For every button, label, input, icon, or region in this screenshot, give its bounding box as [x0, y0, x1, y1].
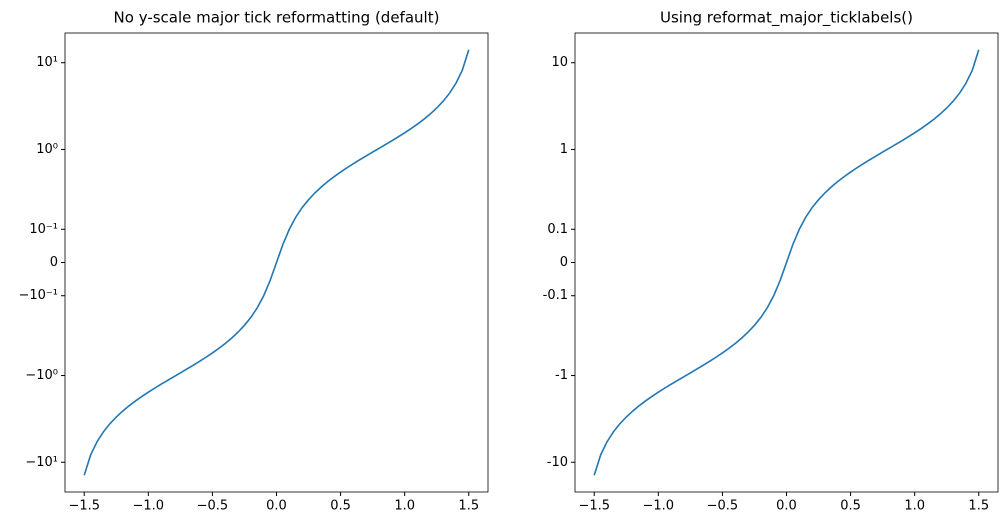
y-tick-label: 10⁻¹	[29, 222, 58, 237]
x-tick-label: 0.5	[840, 499, 861, 514]
y-tick-label: 0.1	[547, 222, 568, 237]
x-tick-label: −0.5	[197, 499, 229, 514]
x-tick-label: 1.0	[394, 499, 415, 514]
y-tick-label: −10⁰	[25, 368, 58, 383]
y-tick-label: 1	[560, 142, 568, 157]
chart-title: No y-scale major tick reformatting (defa…	[114, 9, 440, 27]
x-tick-label: −1.0	[133, 499, 165, 514]
x-tick-label: 0.0	[266, 499, 287, 514]
y-tick-label: 0	[560, 255, 568, 270]
x-tick-label: −1.5	[68, 499, 100, 514]
y-tick-label: 10¹	[36, 55, 58, 70]
x-tick-label: 1.0	[904, 499, 925, 514]
chart-title: Using reformat_major_ticklabels()	[660, 9, 913, 28]
line-series	[83, 49, 470, 476]
y-tick-label: 10⁰	[36, 142, 58, 157]
y-tick-label: 10	[551, 55, 568, 70]
y-tick-label: 0	[50, 255, 58, 270]
x-tick-label: −1.0	[643, 499, 675, 514]
x-tick-label: −0.5	[707, 499, 739, 514]
axes-frame	[64, 32, 489, 493]
x-tick-label: 0.5	[330, 499, 351, 514]
y-tick-label: -10	[547, 455, 568, 470]
x-tick-label: 1.5	[968, 499, 989, 514]
y-tick-label: −10¹	[25, 455, 58, 470]
line-series	[593, 49, 980, 476]
y-tick-label: -0.1	[543, 288, 568, 303]
x-tick-label: 1.5	[458, 499, 479, 514]
axes-frame	[574, 32, 999, 493]
y-tick-label: -1	[555, 368, 568, 383]
x-tick-label: −1.5	[578, 499, 610, 514]
y-tick-label: −10⁻¹	[18, 288, 58, 303]
x-tick-label: 0.0	[776, 499, 797, 514]
